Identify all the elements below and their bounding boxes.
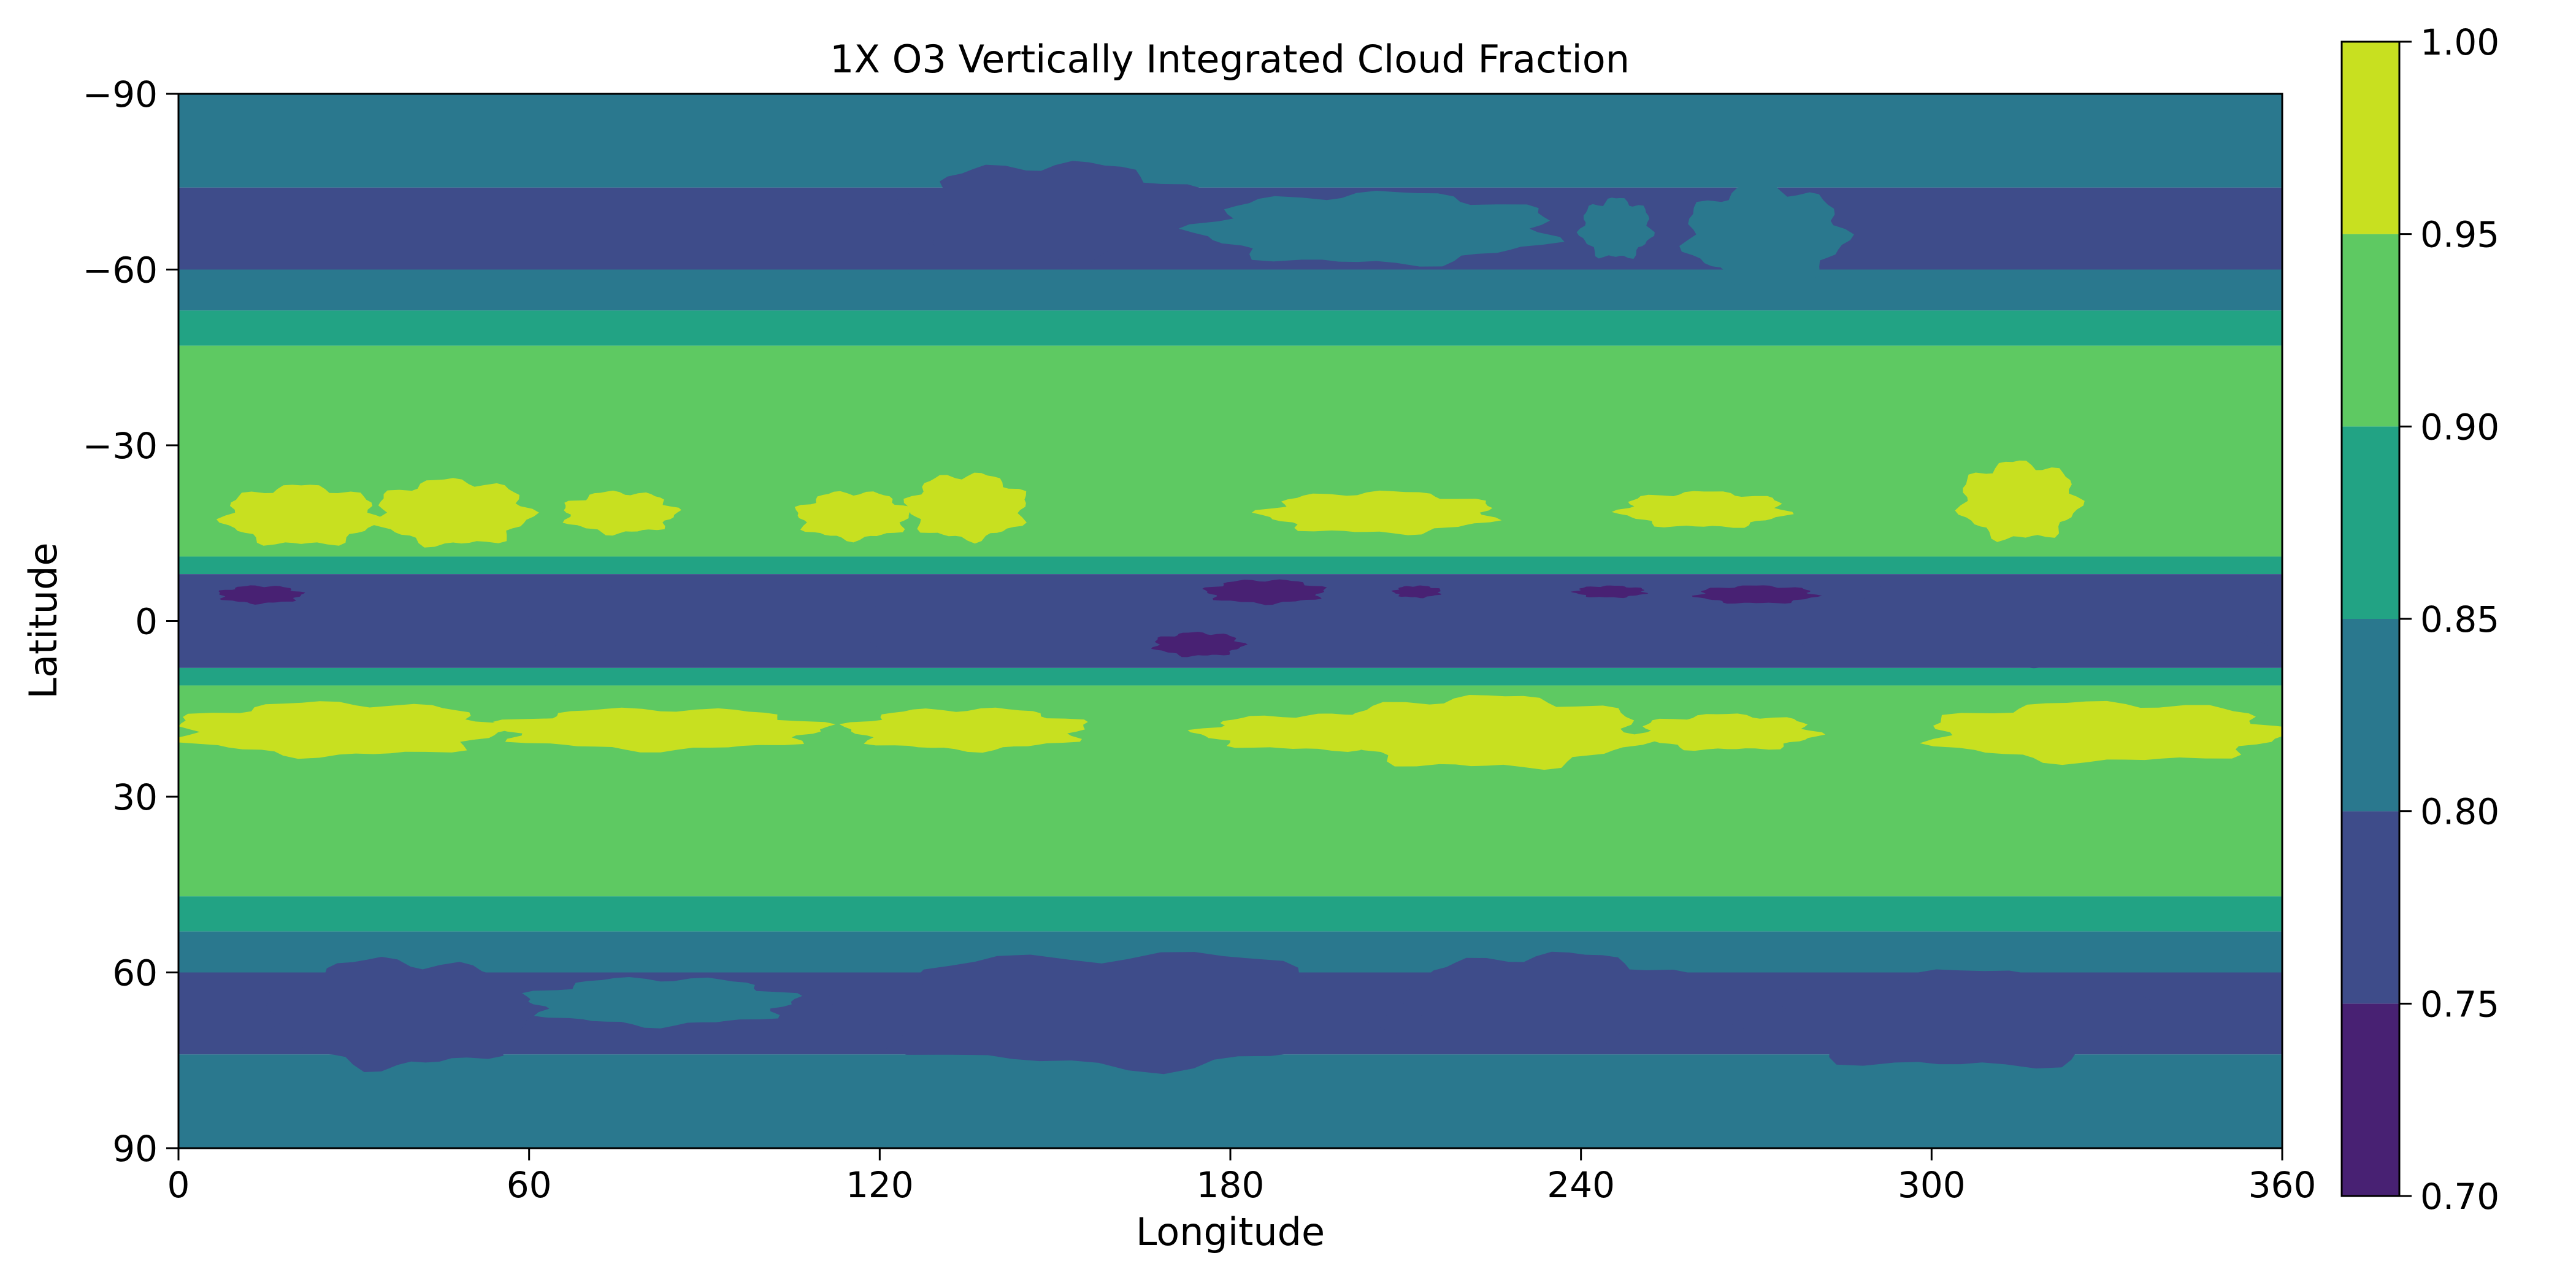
y-tick-label: −30 <box>83 425 158 467</box>
y-axis-label: Latitude <box>21 542 66 699</box>
contour-patch-23 <box>894 161 1205 264</box>
contour-patch-8 <box>178 701 519 759</box>
colorbar-segment <box>2342 426 2399 619</box>
contour-patch-19 <box>1692 585 1822 604</box>
colorbar-segment <box>2342 1003 2399 1196</box>
colorbar-tick-label: 0.85 <box>2420 599 2499 640</box>
contour-patch-18 <box>1570 585 1649 599</box>
contour-patches <box>178 161 2282 1075</box>
x-tick-label: 300 <box>1898 1164 1966 1206</box>
contour-patch-2 <box>562 490 681 536</box>
contour-patch-7 <box>1955 460 2085 542</box>
colorbar-tick-label: 0.95 <box>2420 214 2499 256</box>
chart-title: 1X O3 Vertically Integrated Cloud Fracti… <box>830 37 1630 82</box>
y-tick-label: −60 <box>83 250 158 291</box>
contour-patch-5 <box>1252 490 1502 535</box>
y-tick-label: 90 <box>112 1128 158 1170</box>
colorbar-segment <box>2342 811 2399 1004</box>
x-tick-label: 360 <box>2248 1164 2317 1206</box>
contour-patch-3 <box>794 491 913 543</box>
colorbar-tick-label: 0.90 <box>2420 406 2499 448</box>
contour-patch-6 <box>1611 491 1794 528</box>
contour-patch-1 <box>372 478 539 548</box>
colorbar-tick-label: 0.70 <box>2420 1176 2499 1217</box>
y-tick-label: 0 <box>135 601 158 643</box>
contour-patch-28 <box>522 977 803 1029</box>
contour-patch-0 <box>216 485 386 546</box>
contour-patch-27 <box>263 957 545 1072</box>
contour-band-2 <box>178 269 2282 311</box>
colorbar-segment <box>2342 619 2399 811</box>
contour-band-3 <box>178 310 2282 346</box>
contour-patch-12 <box>1318 695 1656 770</box>
x-tick-label: 120 <box>846 1164 914 1206</box>
contour-patch-14 <box>1919 700 2282 765</box>
y-tick-label: 60 <box>112 953 158 994</box>
contour-patch-4 <box>903 472 1027 544</box>
x-axis: 0 60 120 180 240 300 360 <box>167 1148 2317 1206</box>
x-axis-label: Longitude <box>1136 1209 1325 1254</box>
contour-band-0 <box>178 94 2282 188</box>
y-tick-label: −90 <box>83 74 158 115</box>
contour-patch-10 <box>839 707 1088 753</box>
y-tick-label: 30 <box>112 776 158 818</box>
contour-band-9 <box>178 896 2282 932</box>
x-tick-label: 0 <box>167 1164 190 1206</box>
colorbar-segment <box>2342 42 2399 234</box>
contour-patch-20 <box>1151 632 1248 657</box>
contour-patch-16 <box>1202 579 1327 605</box>
contour-patch-13 <box>1630 713 1826 751</box>
contour-band-4 <box>178 345 2282 557</box>
colorbar-tick-label: 0.80 <box>2420 791 2499 833</box>
contour-band-7 <box>178 667 2282 686</box>
contour-patch-31 <box>1731 969 2187 1069</box>
colorbar: 0.70 0.75 0.80 0.85 0.90 0.95 1.00 <box>2340 21 2499 1217</box>
contour-patch-22 <box>1771 578 2282 669</box>
colorbar-segment <box>2342 234 2399 427</box>
x-tick-label: 180 <box>1197 1164 1265 1206</box>
x-tick-label: 60 <box>507 1164 552 1206</box>
plot-area <box>177 93 2283 1149</box>
contour-patch-26 <box>1679 184 1854 285</box>
x-tick-label: 240 <box>1547 1164 1615 1206</box>
contour-patch-15 <box>218 585 305 605</box>
contour-patch-17 <box>1391 585 1441 599</box>
contour-patch-21 <box>524 577 928 668</box>
contour-patch-9 <box>493 707 836 753</box>
contour-patch-30 <box>1390 951 1708 1048</box>
contour-fill <box>178 94 2282 1148</box>
y-axis: −90 −60 −30 0 30 60 90 <box>83 74 178 1170</box>
contour-patch-29 <box>824 952 1411 1075</box>
colorbar-tick-label: 0.75 <box>2420 983 2499 1025</box>
contour-patch-25 <box>1576 197 1655 259</box>
contour-band-12 <box>178 1054 2282 1148</box>
colorbar-tick-label: 1.00 <box>2420 21 2499 63</box>
contour-patch-24 <box>1178 191 1565 267</box>
contour-band-5 <box>178 556 2282 575</box>
